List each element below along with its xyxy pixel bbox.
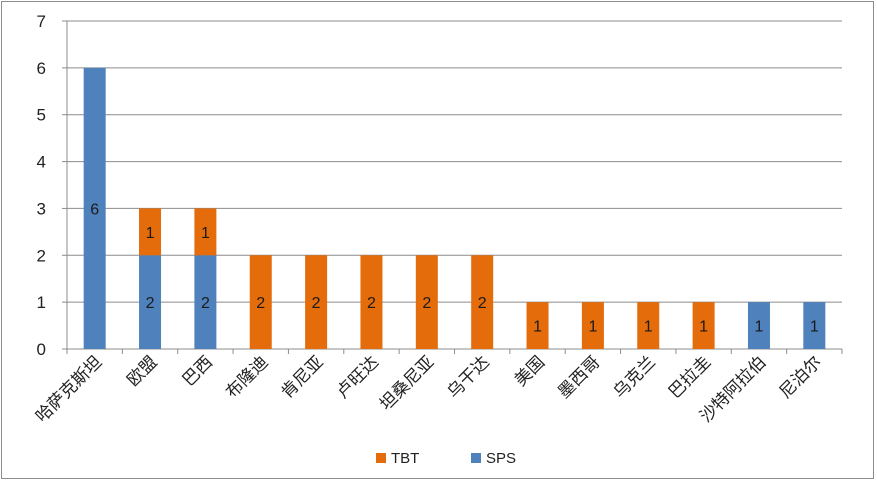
y-tick-label: 0 [37,340,46,359]
bar-sps [139,255,162,349]
bar-tbt [305,255,328,349]
bar-tbt [581,302,604,349]
bar-sps [83,67,106,349]
bar-tbt [692,302,715,349]
bar-tbt [415,255,438,349]
data-label: 2 [312,295,321,312]
bar-tbt [471,255,494,349]
data-label: 1 [146,225,155,242]
data-label: 6 [90,201,99,218]
bar-tbt [637,302,660,349]
x-category-label: 哈萨克斯坦 [32,352,106,426]
x-category-label: 巴西 [179,352,217,390]
data-label: 2 [146,295,155,312]
y-tick-label: 1 [37,293,46,312]
bar-tbt [139,208,162,256]
x-category-label: 卢旺达 [333,352,383,402]
data-label: 1 [699,319,708,336]
bar-sps [803,302,826,349]
data-label: 2 [256,295,265,312]
data-label: 1 [810,319,819,336]
bar-tbt [526,302,549,349]
data-label: 1 [644,319,653,336]
legend-label: SPS [486,450,516,467]
x-category-label: 乌干达 [444,352,494,402]
x-category-label: 美国 [511,352,549,390]
legend-label: TBT [391,450,419,467]
data-label: 1 [755,319,764,336]
data-label: 2 [367,295,376,312]
y-tick-label: 2 [37,246,46,265]
x-category-label: 巴拉圭 [665,352,715,402]
bar-tbt [194,208,217,256]
data-label: 1 [201,225,210,242]
legend-swatch-sps [471,453,481,463]
x-category-label: 欧盟 [123,352,161,390]
data-label: 1 [588,319,597,336]
y-tick-label: 3 [37,199,46,218]
bar-sps [194,255,217,349]
data-label: 2 [478,295,487,312]
x-category-label: 布隆迪 [222,352,272,402]
data-label: 2 [201,295,210,312]
x-category-label: 肯尼亚 [277,352,327,402]
data-label: 2 [422,295,431,312]
x-category-label: 墨西哥 [554,352,604,402]
x-category-label: 尼泊尔 [776,352,826,402]
bar-sps [747,302,770,349]
bar-tbt [360,255,383,349]
x-category-label: 坦桑尼亚 [376,352,438,414]
data-label: 1 [533,319,542,336]
y-tick-label: 7 [37,12,46,31]
bar-tbt [249,255,272,349]
x-category-label: 乌克兰 [610,352,660,402]
legend-swatch-tbt [376,453,386,463]
y-tick-label: 6 [37,59,46,78]
y-tick-label: 4 [37,153,46,172]
y-tick-label: 5 [37,106,46,125]
